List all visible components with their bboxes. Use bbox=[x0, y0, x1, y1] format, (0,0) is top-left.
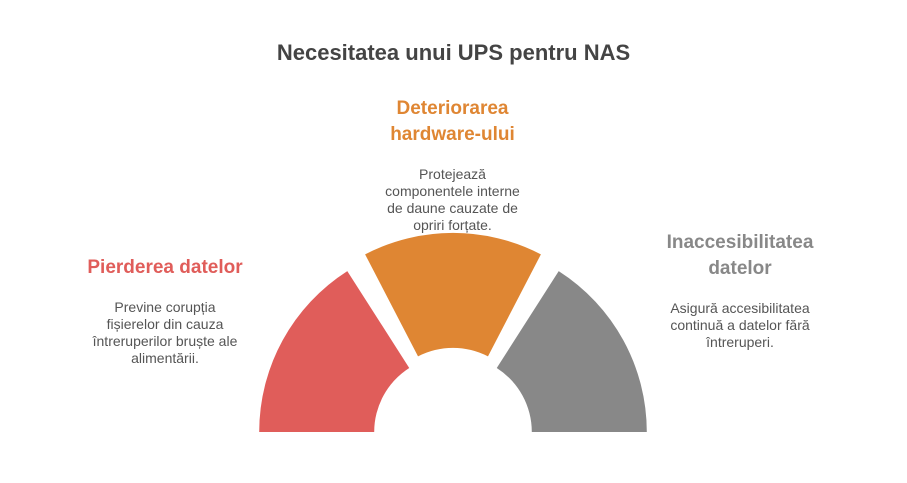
desc-data-inaccessibility: Asigură accesibilitatea continuă a datel… bbox=[640, 300, 840, 351]
desc-line: continuă a datelor fără bbox=[670, 317, 810, 333]
desc-line: Protejează bbox=[419, 166, 486, 182]
label-data-loss: Pierderea datelor Previne corupția fișie… bbox=[60, 255, 270, 367]
heading-line: Pierderea datelor bbox=[87, 257, 243, 278]
heading-data-inaccessibility: Inaccesibilitatea datelor bbox=[640, 230, 840, 282]
label-hardware-damage: Deteriorarea hardware-ului Protejează co… bbox=[350, 96, 555, 234]
desc-line: de daune cauzate de bbox=[387, 200, 518, 216]
segment-hardware-damage bbox=[365, 232, 541, 357]
page-title: Necesitatea unui UPS pentru NAS bbox=[276, 40, 631, 65]
desc-hardware-damage: Protejează componentele interne de daune… bbox=[350, 166, 555, 234]
desc-data-loss: Previne corupția fișierelor din cauza în… bbox=[60, 299, 270, 367]
desc-line: componentele interne bbox=[385, 183, 520, 199]
heading-data-loss: Pierderea datelor bbox=[60, 255, 270, 281]
desc-line: fișierelor din cauza bbox=[106, 316, 224, 332]
desc-line: Previne corupția bbox=[114, 299, 216, 315]
heading-line: hardware-ului bbox=[390, 124, 515, 145]
label-data-inaccessibility: Inaccesibilitatea datelor Asigură accesi… bbox=[640, 230, 840, 351]
desc-line: întreruperilor bruște ale bbox=[92, 333, 238, 349]
heading-line: Inaccesibilitatea bbox=[666, 232, 814, 253]
desc-line: Asigură accesibilitatea bbox=[670, 300, 810, 316]
heading-hardware-damage: Deteriorarea hardware-ului bbox=[350, 96, 555, 148]
heading-line: Deteriorarea bbox=[396, 98, 509, 119]
desc-line: întreruperi. bbox=[706, 334, 774, 350]
desc-line: opriri forțate. bbox=[413, 217, 492, 233]
segment-data-loss bbox=[259, 271, 410, 432]
segment-data-inaccessibility bbox=[496, 271, 647, 432]
heading-line: datelor bbox=[708, 258, 772, 279]
desc-line: alimentării. bbox=[131, 350, 199, 366]
